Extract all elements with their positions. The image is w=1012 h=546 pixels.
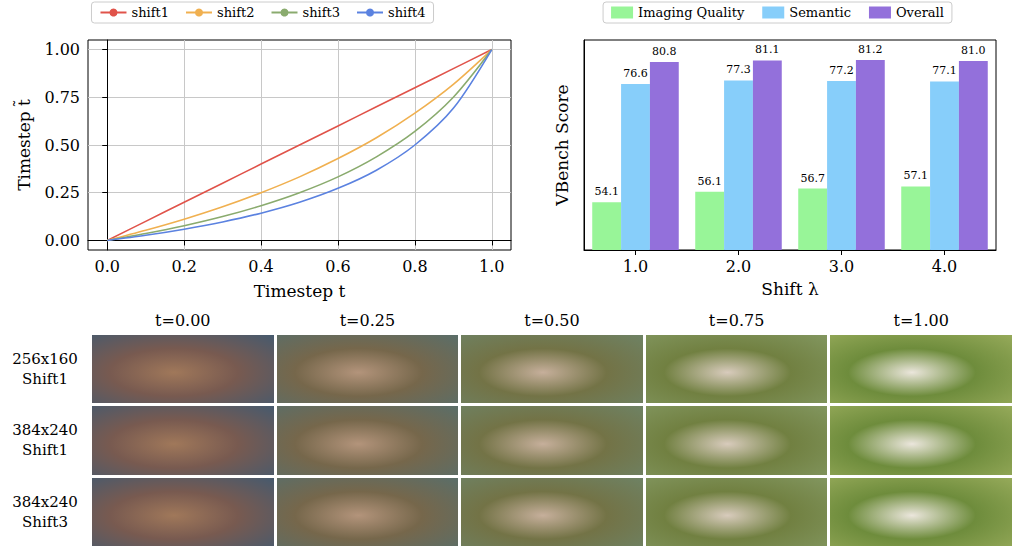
html-text:t=0.50: t=0.50 xyxy=(524,311,580,330)
svg-text:0.75: 0.75 xyxy=(44,88,80,107)
svg-text:77.3: 77.3 xyxy=(726,63,751,76)
svg-text:shift2: shift2 xyxy=(217,5,255,20)
svg-text:54.1: 54.1 xyxy=(594,185,619,198)
svg-text:1.0: 1.0 xyxy=(479,257,504,276)
svg-text:1.00: 1.00 xyxy=(44,40,80,59)
svg-text:0.50: 0.50 xyxy=(44,136,80,155)
svg-text:Imaging Quality: Imaging Quality xyxy=(638,5,745,20)
svg-text:Shift λ: Shift λ xyxy=(761,279,819,299)
svg-text:2.0: 2.0 xyxy=(726,257,751,276)
svg-text:0.0: 0.0 xyxy=(95,257,120,276)
html-text:t=0.00: t=0.00 xyxy=(155,311,211,330)
svg-text:Overall: Overall xyxy=(896,5,944,20)
svg-text:shift1: shift1 xyxy=(131,5,169,20)
svg-text:80.8: 80.8 xyxy=(652,45,677,58)
svg-text:76.6: 76.6 xyxy=(623,67,648,80)
svg-text:81.2: 81.2 xyxy=(858,43,883,56)
svg-text:77.1: 77.1 xyxy=(932,64,957,77)
html-text:384x240: 384x240 xyxy=(12,421,78,440)
html-text:Shift3: Shift3 xyxy=(22,512,68,531)
svg-text:81.0: 81.0 xyxy=(961,44,986,57)
svg-text:77.2: 77.2 xyxy=(829,64,854,77)
html-text:384x240: 384x240 xyxy=(12,492,78,511)
svg-text:56.1: 56.1 xyxy=(697,175,722,188)
html-text:Shift1: Shift1 xyxy=(22,370,68,389)
svg-text:56.7: 56.7 xyxy=(800,172,825,185)
svg-text:shift3: shift3 xyxy=(303,5,341,20)
html-text:256x160: 256x160 xyxy=(12,350,78,369)
html-text:Shift1: Shift1 xyxy=(22,441,68,460)
html-text:t=1.00: t=1.00 xyxy=(893,311,949,330)
svg-text:shift4: shift4 xyxy=(388,5,426,20)
svg-text:0.4: 0.4 xyxy=(248,257,273,276)
svg-text:0.2: 0.2 xyxy=(171,257,196,276)
svg-text:Semantic: Semantic xyxy=(789,5,851,20)
svg-text:81.1: 81.1 xyxy=(755,43,780,56)
svg-text:Timestep t̃: Timestep t̃ xyxy=(13,99,34,191)
svg-text:1.0: 1.0 xyxy=(623,257,648,276)
html-text:t=0.25: t=0.25 xyxy=(339,311,396,330)
svg-text:3.0: 3.0 xyxy=(829,257,854,276)
svg-text:VBench Score: VBench Score xyxy=(552,84,572,206)
svg-text:57.1: 57.1 xyxy=(903,169,928,182)
svg-text:0.00: 0.00 xyxy=(44,231,80,250)
svg-text:Timestep t: Timestep t xyxy=(254,281,346,301)
svg-text:0.6: 0.6 xyxy=(325,257,350,276)
html-text:t=0.75: t=0.75 xyxy=(708,311,765,330)
svg-text:4.0: 4.0 xyxy=(932,257,957,276)
svg-text:0.8: 0.8 xyxy=(402,257,427,276)
svg-text:0.25: 0.25 xyxy=(44,183,80,202)
